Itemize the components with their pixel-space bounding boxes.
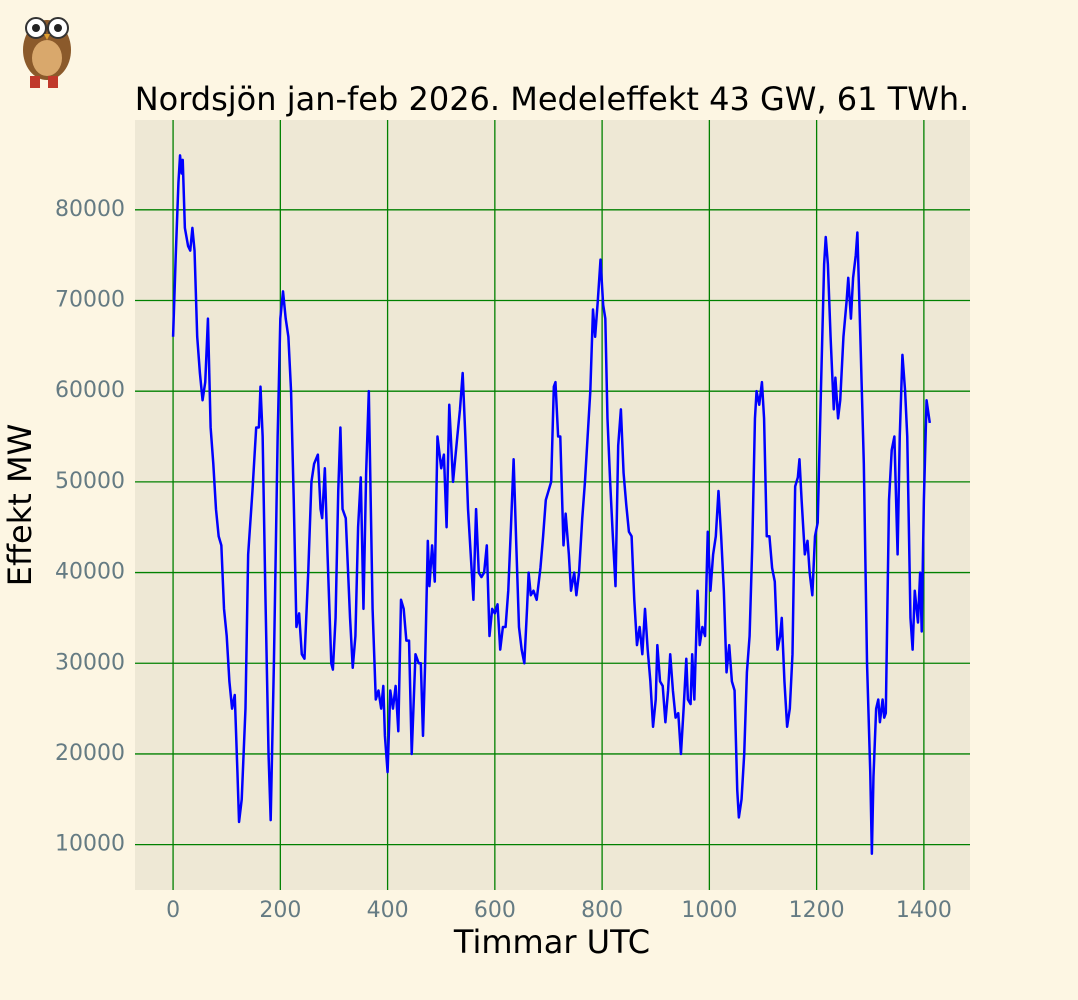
y-tick-label: 10000 xyxy=(55,832,125,857)
y-tick-label: 30000 xyxy=(55,650,125,675)
x-tick-label: 1200 xyxy=(789,898,845,923)
x-tick-label: 800 xyxy=(581,898,623,923)
x-tick-label: 1000 xyxy=(681,898,737,923)
y-tick-label: 60000 xyxy=(55,378,125,403)
x-axis-label: Timmar UTC xyxy=(453,923,650,961)
x-tick-label: 400 xyxy=(367,898,409,923)
data-line xyxy=(171,154,932,855)
y-axis-label: Effekt MW xyxy=(1,424,39,586)
y-tick-label: 40000 xyxy=(55,560,125,585)
x-tick-label: 600 xyxy=(474,898,516,923)
y-tick-label: 70000 xyxy=(55,287,125,312)
owl-logo xyxy=(23,17,71,88)
y-tick-label: 20000 xyxy=(55,741,125,766)
chart-title: Nordsjön jan-feb 2026. Medeleffekt 43 GW… xyxy=(135,80,970,118)
x-tick-label: 200 xyxy=(259,898,301,923)
y-tick-label: 80000 xyxy=(55,197,125,222)
x-tick-label: 1400 xyxy=(896,898,952,923)
x-tick-label: 0 xyxy=(166,898,180,923)
y-tick-label: 50000 xyxy=(55,469,125,494)
plot-area xyxy=(135,120,970,890)
